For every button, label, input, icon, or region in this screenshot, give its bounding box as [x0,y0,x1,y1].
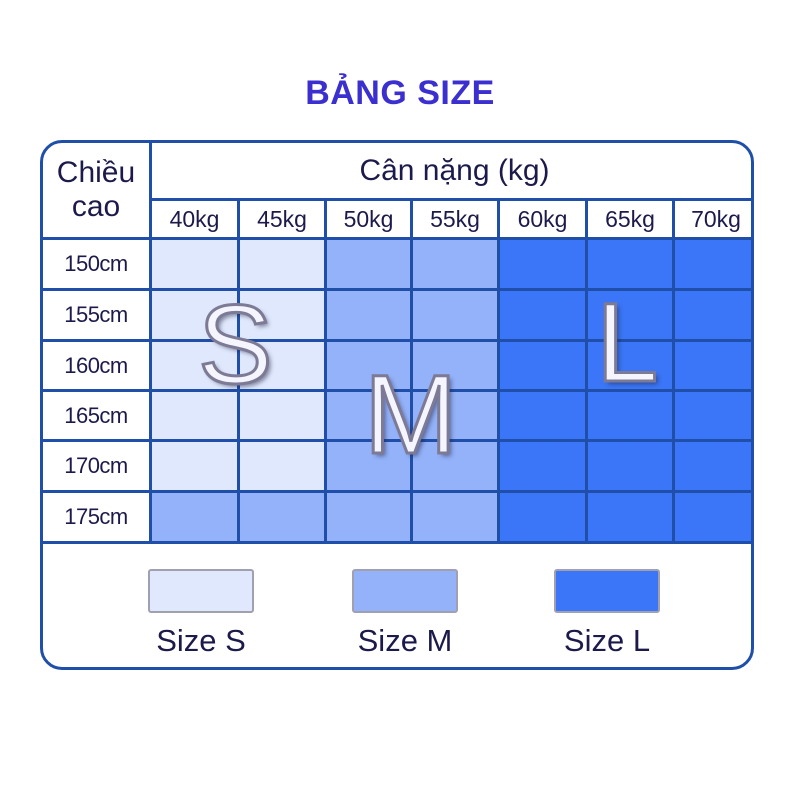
weight-column-header: 65kg [588,201,675,240]
size-cell-l [500,240,588,291]
legend-label: Size M [357,623,453,658]
weight-column-header: 70kg [675,201,751,240]
size-cell-s [240,392,327,442]
weight-column-header: 55kg [413,201,500,240]
size-cell-m [152,493,240,544]
size-cell-l [588,291,675,342]
legend-size-m: Size M [352,569,458,659]
size-cell-m [413,493,500,544]
size-cell-l [500,342,588,392]
size-cell-l [588,392,675,442]
size-table: Chiều cao Cân nặng (kg) 40kg 45kg 50kg 55kg 60… [40,140,754,670]
height-header: Chiều cao [43,143,152,240]
size-cell-s [152,291,240,342]
size-cell-l [588,493,675,544]
size-cell-m [240,493,327,544]
legend-label: Size L [563,623,651,658]
height-row-label: 150cm [43,240,152,291]
size-cell-m [327,442,413,493]
size-cell-l [675,240,751,291]
legend-label: Size S [156,623,246,658]
size-cell-l [675,342,751,392]
size-cell-l [675,291,751,342]
size-cell-m [327,392,413,442]
weight-header: Cân nặng (kg) [152,143,751,201]
height-row-label: 175cm [43,493,152,544]
height-row-label: 155cm [43,291,152,342]
size-cell-l [500,493,588,544]
legend-swatch-m [352,569,458,613]
size-cell-l [500,442,588,493]
legend-swatch-s [148,569,254,613]
size-cell-l [675,392,751,442]
size-cell-l [588,442,675,493]
size-cell-m [413,291,500,342]
size-s-overlay: S [197,281,275,409]
legend-swatch-l [554,569,660,613]
size-cell-m [413,442,500,493]
legend-size-l: Size L [554,569,660,659]
size-cell-s [152,240,240,291]
size-cell-m [327,342,413,392]
size-cell-l [675,493,751,544]
size-cell-l [675,442,751,493]
size-cell-s [152,342,240,392]
size-cell-l [588,240,675,291]
size-cell-m [327,240,413,291]
size-cell-l [588,342,675,392]
height-row-label: 165cm [43,392,152,442]
size-cell-l [500,392,588,442]
weight-column-header: 60kg [500,201,588,240]
legend-size-s: Size S [148,569,254,659]
size-cell-m [327,291,413,342]
size-cell-m [413,392,500,442]
page-title: BẢNG SIZE [305,74,495,112]
size-m-overlay: M [362,351,458,479]
weight-column-header: 40kg [152,201,240,240]
size-cell-s [152,392,240,442]
size-cell-m [413,342,500,392]
size-cell-m [413,240,500,291]
weight-column-header: 50kg [327,201,413,240]
weight-column-header: 45kg [240,201,327,240]
size-cell-s [152,442,240,493]
size-cell-s [240,240,327,291]
size-cell-s [240,291,327,342]
size-l-overlay: L [594,279,659,407]
height-row-label: 160cm [43,342,152,392]
size-cell-s [240,342,327,392]
size-cell-s [240,442,327,493]
size-cell-m [327,493,413,544]
height-row-label: 170cm [43,442,152,493]
size-cell-l [500,291,588,342]
